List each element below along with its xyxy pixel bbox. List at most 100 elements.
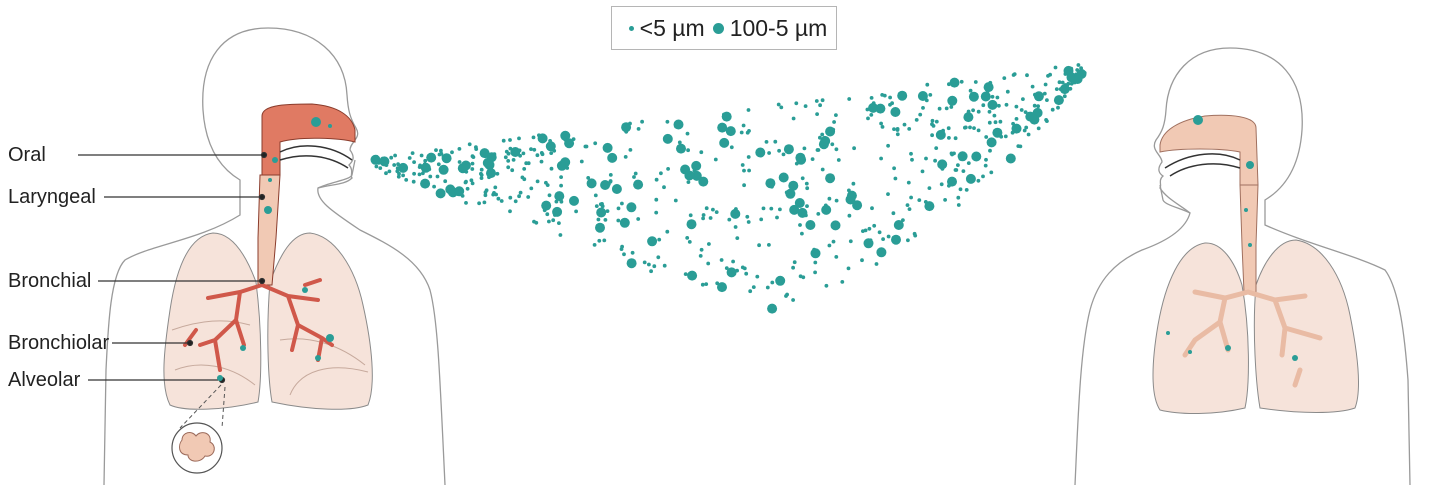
large-droplet bbox=[691, 160, 702, 171]
small-droplet bbox=[506, 165, 511, 170]
small-droplet bbox=[470, 161, 475, 166]
small-droplet bbox=[834, 255, 839, 259]
small-droplet bbox=[620, 201, 624, 206]
small-droplet bbox=[921, 106, 925, 110]
small-droplet bbox=[956, 163, 960, 168]
large-droplet bbox=[619, 217, 630, 228]
small-droplet bbox=[990, 94, 995, 99]
small-droplet bbox=[722, 112, 726, 117]
small-droplet bbox=[770, 280, 775, 285]
small-droplet bbox=[404, 178, 409, 182]
small-droplet bbox=[1014, 104, 1019, 109]
small-droplet bbox=[794, 101, 799, 106]
small-droplet bbox=[470, 167, 475, 171]
small-droplet bbox=[694, 173, 699, 178]
small-droplet bbox=[483, 190, 488, 195]
small-droplet bbox=[553, 213, 557, 217]
small-droplet bbox=[761, 206, 766, 211]
small-droplet bbox=[895, 128, 900, 132]
small-droplet bbox=[733, 225, 738, 229]
small-droplet bbox=[630, 250, 635, 255]
small-droplet bbox=[503, 155, 508, 160]
small-droplet bbox=[909, 195, 913, 200]
small-droplet bbox=[623, 155, 628, 159]
emitter-bronchial-tree bbox=[183, 278, 334, 372]
small-droplet bbox=[940, 167, 945, 171]
large-droplet bbox=[795, 152, 806, 163]
small-droplet bbox=[529, 147, 533, 152]
emitter-lungs bbox=[163, 232, 373, 410]
small-droplet bbox=[437, 152, 442, 157]
large-droplet bbox=[778, 172, 789, 183]
small-droplet bbox=[907, 207, 912, 212]
laryngeal-label: Laryngeal bbox=[8, 186, 96, 208]
small-droplet bbox=[913, 233, 918, 238]
large-droplet bbox=[805, 220, 816, 230]
small-droplet bbox=[959, 79, 964, 84]
large-droplet bbox=[875, 103, 886, 114]
large-droplet bbox=[980, 91, 991, 102]
small-droplet bbox=[654, 177, 659, 182]
large-droplet bbox=[783, 144, 794, 155]
small-droplet bbox=[956, 203, 961, 207]
small-droplet bbox=[704, 282, 709, 286]
small-droplet bbox=[374, 154, 379, 159]
small-droplet bbox=[998, 119, 1003, 124]
small-droplet bbox=[822, 135, 827, 140]
small-droplet bbox=[662, 263, 667, 268]
small-droplet bbox=[665, 229, 670, 234]
small-droplet bbox=[834, 147, 839, 152]
large-droplet bbox=[725, 126, 736, 137]
small-droplet bbox=[820, 98, 825, 103]
small-droplet bbox=[769, 206, 774, 211]
small-droplet bbox=[1002, 76, 1007, 80]
large-droplet bbox=[564, 138, 575, 149]
small-droplet bbox=[659, 171, 663, 176]
small-droplet bbox=[729, 145, 734, 150]
large-droplet bbox=[789, 204, 800, 215]
small-droplet bbox=[868, 238, 873, 243]
airway-droplet bbox=[268, 178, 272, 182]
small-droplet bbox=[620, 244, 624, 249]
small-droplet bbox=[1014, 117, 1019, 121]
small-droplet bbox=[378, 166, 383, 171]
airway-droplet bbox=[1166, 331, 1170, 335]
small-droplet bbox=[1024, 125, 1029, 130]
small-droplet bbox=[636, 217, 641, 221]
small-droplet bbox=[640, 119, 644, 124]
small-droplet bbox=[746, 155, 751, 159]
large-droplet bbox=[445, 184, 456, 195]
small-droplet bbox=[848, 239, 853, 244]
small-droplet bbox=[751, 285, 756, 289]
small-droplet bbox=[701, 213, 706, 217]
small-droplet bbox=[465, 186, 470, 191]
small-droplet bbox=[649, 269, 653, 274]
small-droplet bbox=[869, 96, 874, 100]
small-droplet bbox=[666, 167, 670, 171]
small-droplet bbox=[704, 206, 709, 211]
large-droplet bbox=[607, 152, 618, 163]
large-droplet bbox=[626, 258, 637, 269]
small-droplet bbox=[467, 142, 472, 147]
small-droplet bbox=[893, 176, 898, 181]
small-droplet bbox=[993, 120, 998, 125]
large-droplet bbox=[785, 188, 796, 199]
airway-droplet bbox=[1188, 350, 1192, 354]
small-droplet bbox=[487, 164, 491, 169]
large-droplet bbox=[767, 303, 778, 314]
emitter-nasal-oral-cavity bbox=[261, 103, 356, 176]
large-droplet bbox=[554, 191, 565, 202]
large-droplet bbox=[633, 179, 644, 190]
alveolar-label: Alveolar bbox=[8, 369, 81, 391]
small-droplet bbox=[521, 151, 526, 156]
large-droplet bbox=[541, 200, 552, 211]
small-droplet bbox=[961, 169, 966, 174]
receiver-airway bbox=[1159, 114, 1323, 388]
small-droplet bbox=[902, 122, 907, 127]
large-droplet bbox=[698, 176, 709, 187]
small-droplet bbox=[501, 138, 506, 143]
large-droplet bbox=[1072, 74, 1083, 84]
small-droplet bbox=[757, 243, 761, 248]
small-droplet bbox=[800, 176, 805, 181]
small-droplet bbox=[1079, 66, 1083, 71]
